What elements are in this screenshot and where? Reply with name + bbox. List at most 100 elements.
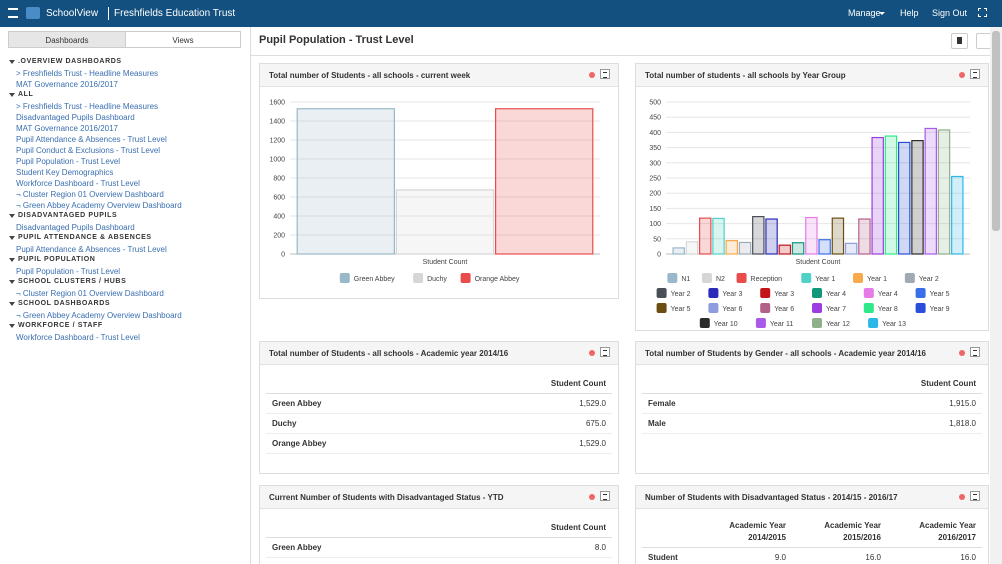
bar bbox=[871, 136, 884, 255]
status-dot bbox=[959, 494, 965, 500]
cell-value: 9.0 bbox=[774, 553, 786, 562]
divider bbox=[108, 7, 109, 20]
legend-label: Duchy bbox=[427, 276, 447, 283]
legend-swatch bbox=[853, 273, 864, 283]
tab-views[interactable]: Views bbox=[125, 31, 241, 48]
nav-link[interactable]: Disadvantaged Pupils Dashboard bbox=[16, 223, 135, 232]
list-button[interactable] bbox=[600, 491, 610, 501]
nav-link[interactable]: > Freshfields Trust - Headline Measures bbox=[16, 102, 159, 111]
panel-header: Total number of Students - all schools -… bbox=[260, 64, 618, 87]
legend-swatch bbox=[915, 288, 926, 298]
panel-header: Total number of Students by Gender - all… bbox=[636, 342, 988, 365]
bar bbox=[738, 241, 752, 255]
panel-title: Number of Students with Disadvantaged St… bbox=[645, 493, 898, 502]
section-heading-text: WORKFORCE / STAFF bbox=[18, 322, 103, 329]
nav-link[interactable]: MAT Governance 2016/2017 bbox=[16, 80, 118, 89]
list-button[interactable] bbox=[970, 69, 980, 79]
section-heading[interactable]: SCHOOL DASHBOARDS bbox=[9, 300, 110, 307]
legend-swatch bbox=[812, 303, 822, 313]
row-rule bbox=[642, 433, 982, 434]
nav-link[interactable]: MAT Governance 2016/2017 bbox=[16, 124, 118, 133]
brand[interactable]: SchoolView bbox=[46, 8, 99, 19]
scrollbar[interactable] bbox=[990, 27, 1002, 564]
x-tick-label: Student Count bbox=[423, 259, 468, 266]
bar bbox=[911, 140, 924, 255]
nav-link[interactable]: Workforce Dashboard - Trust Level bbox=[16, 179, 140, 188]
legend-label: Year 13 bbox=[882, 321, 906, 328]
legend-label: Year 5 bbox=[671, 306, 691, 313]
nav-link[interactable]: ¬ Green Abbey Academy Overview Dashboard bbox=[16, 201, 182, 210]
y-tick-label: 300 bbox=[649, 160, 661, 167]
section-heading[interactable]: WORKFORCE / STAFF bbox=[9, 322, 103, 329]
cell-value: 1,915.0 bbox=[949, 399, 976, 408]
menu-icon[interactable] bbox=[8, 8, 18, 18]
legend-label: Green Abbey bbox=[354, 276, 395, 283]
status-dot bbox=[959, 72, 965, 78]
menu-help[interactable]: Help bbox=[900, 8, 919, 18]
row-label: Student bbox=[648, 553, 678, 562]
y-tick-label: 1000 bbox=[269, 157, 285, 164]
list-button[interactable] bbox=[970, 491, 980, 501]
section-heading[interactable]: DISADVANTAGED PUPILS bbox=[9, 212, 117, 219]
legend-label: N2 bbox=[716, 276, 725, 283]
bar bbox=[897, 141, 911, 255]
cell-value: 1,818.0 bbox=[949, 419, 976, 428]
nav-link[interactable]: ¬ Green Abbey Academy Overview Dashboard bbox=[16, 311, 182, 320]
column-header: Academic Year 2016/2017 bbox=[919, 521, 976, 542]
status-dot bbox=[589, 494, 595, 500]
list-button[interactable] bbox=[600, 69, 610, 79]
legend-swatch bbox=[904, 273, 915, 283]
cell-value: 1,529.0 bbox=[579, 439, 606, 448]
nav-link[interactable]: Pupil Attendance & Absences - Trust Leve… bbox=[16, 245, 167, 254]
legend-swatch bbox=[667, 273, 678, 283]
legend-swatch bbox=[915, 303, 926, 313]
section-heading[interactable]: PUPIL POPULATION bbox=[9, 256, 95, 263]
legend-label: Year 3 bbox=[722, 291, 742, 298]
legend-swatch bbox=[868, 318, 879, 328]
row-label: Green Abbey bbox=[272, 399, 322, 408]
menu-signout[interactable]: Sign Out bbox=[932, 8, 968, 18]
nav-link[interactable]: Disadvantaged Pupils Dashboard bbox=[16, 113, 135, 122]
y-tick-label: 350 bbox=[649, 145, 661, 152]
top-bar: SchoolView Freshfields Education Trust M… bbox=[0, 0, 1002, 27]
panel-header: Total number of Students - all schools -… bbox=[260, 342, 618, 365]
nav-link[interactable]: Pupil Attendance & Absences - Trust Leve… bbox=[16, 135, 167, 144]
nav-link[interactable]: Pupil Conduct & Exclusions - Trust Level bbox=[16, 146, 161, 155]
fullscreen-icon[interactable] bbox=[978, 8, 987, 17]
panel-title: Current Number of Students with Disadvan… bbox=[269, 493, 504, 502]
section-heading[interactable]: SCHOOL CLUSTERS / HUBS bbox=[9, 278, 126, 285]
title-rule bbox=[250, 55, 990, 56]
y-tick-label: 50 bbox=[653, 236, 661, 243]
status-dot bbox=[959, 350, 965, 356]
nav-link[interactable]: ¬ Cluster Region 01 Overview Dashboard bbox=[16, 289, 164, 298]
nav-link[interactable]: Student Key Demographics bbox=[16, 168, 114, 177]
menu-manage[interactable]: Manage bbox=[848, 8, 881, 18]
bar bbox=[937, 129, 951, 255]
list-button[interactable] bbox=[600, 347, 610, 357]
list-button[interactable] bbox=[970, 347, 980, 357]
nav-link[interactable]: Workforce Dashboard - Trust Level bbox=[16, 333, 140, 342]
org-name: Freshfields Education Trust bbox=[114, 8, 236, 19]
section-heading[interactable]: ALL bbox=[9, 91, 33, 98]
nav-link[interactable]: Pupil Population - Trust Level bbox=[16, 267, 121, 276]
logo bbox=[26, 7, 40, 19]
row-rule bbox=[266, 433, 612, 434]
section-heading[interactable]: PUPIL ATTENDANCE & ABSENCES bbox=[9, 234, 152, 241]
caret bbox=[879, 12, 885, 15]
y-tick-label: 500 bbox=[649, 100, 661, 107]
tab-dashboards[interactable]: Dashboards bbox=[8, 31, 126, 48]
panel: Total number of Students - all schools -… bbox=[259, 341, 619, 474]
nav-link[interactable]: ¬ Cluster Region 01 Overview Dashboard bbox=[16, 190, 164, 199]
sidebar: Dashboards Views .OVERVIEW DASHBOARDS > F… bbox=[0, 27, 251, 564]
legend-label: Year 1 bbox=[867, 276, 887, 283]
section-heading-text: DISADVANTAGED PUPILS bbox=[18, 212, 118, 219]
nav-link[interactable]: > Freshfields Trust - Headline Measures bbox=[16, 69, 159, 78]
section-heading[interactable]: .OVERVIEW DASHBOARDS bbox=[9, 58, 122, 65]
cell-value: 16.0 bbox=[865, 553, 881, 562]
row-rule bbox=[266, 453, 612, 454]
bar bbox=[778, 244, 792, 255]
bookmark-button[interactable] bbox=[951, 33, 968, 49]
nav-link[interactable]: Pupil Population - Trust Level bbox=[16, 157, 121, 166]
legend-label: Year 3 bbox=[774, 291, 794, 298]
